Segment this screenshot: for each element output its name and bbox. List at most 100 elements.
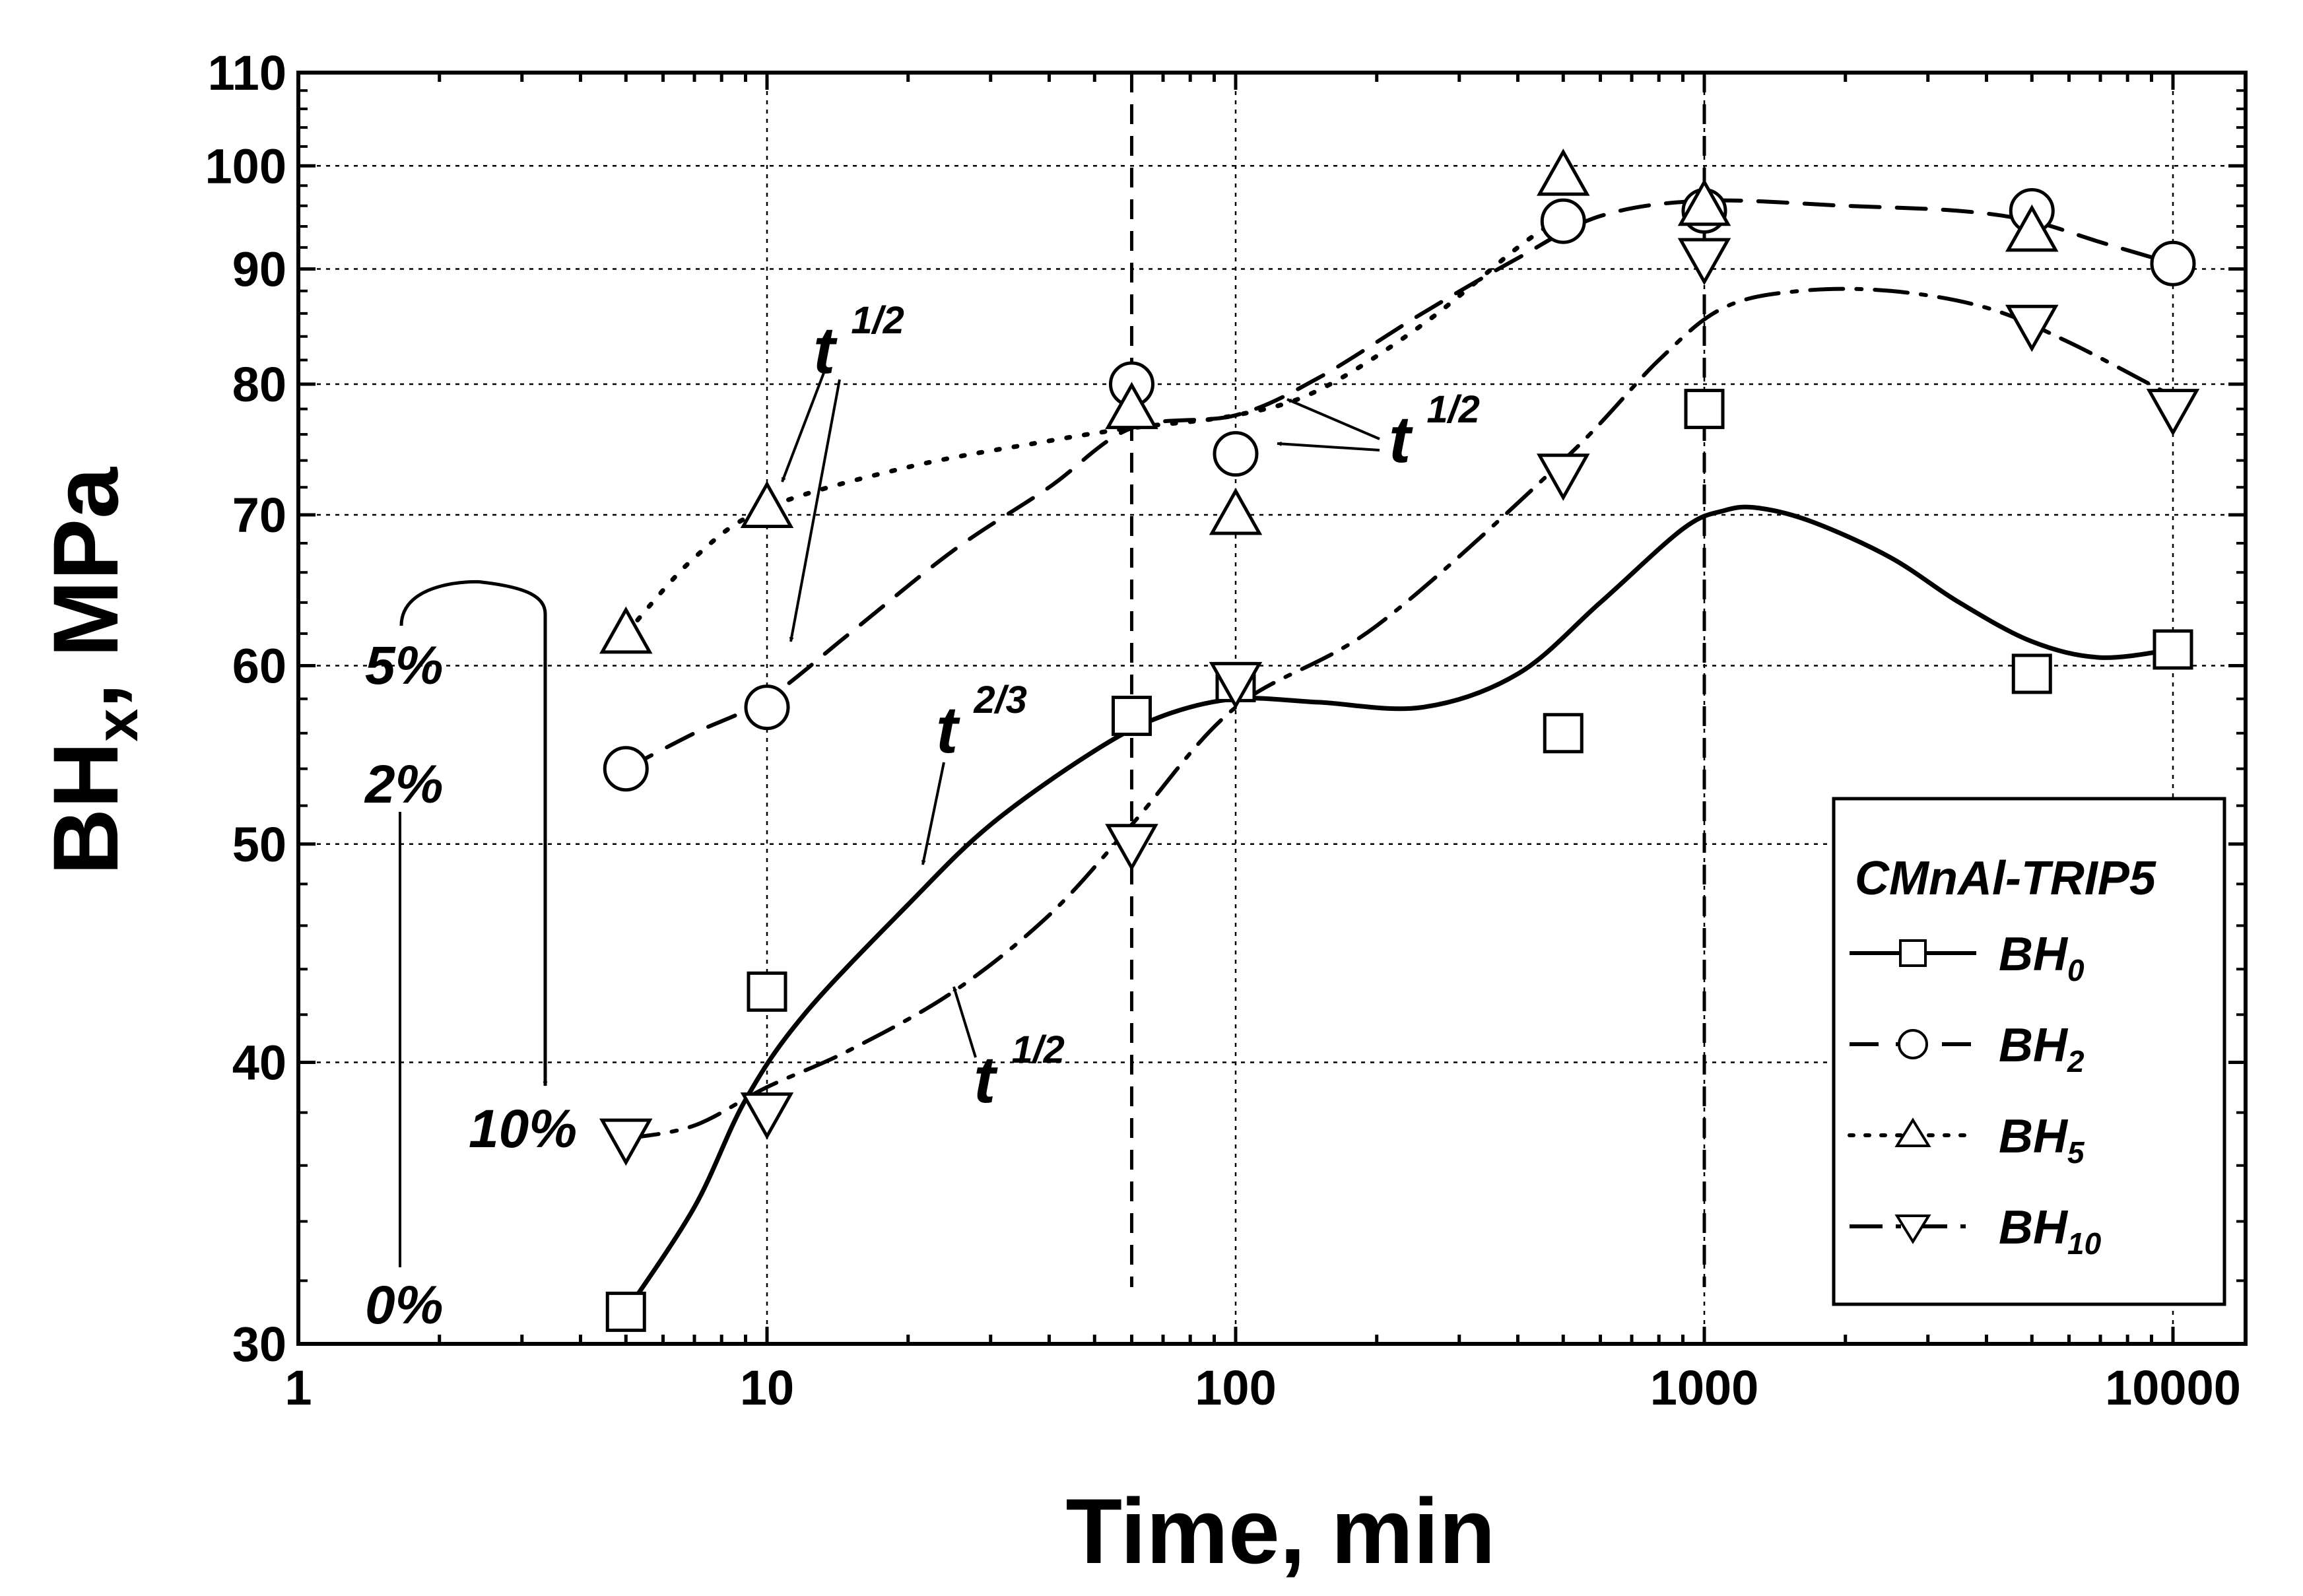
annotation-base: t (1389, 403, 1413, 477)
annotation-arrow (1286, 398, 1380, 440)
prestrain-label-5: 5% (365, 636, 444, 696)
legend-entry-bh5: BH5 (1848, 1110, 2085, 1170)
data-point-bh2 (1213, 431, 1259, 477)
y-tick-label: 30 (232, 1317, 286, 1372)
data-point-bh0 (747, 971, 787, 1012)
y-axis-title: BHx, MPa (34, 467, 150, 875)
data-point-bh0 (1684, 389, 1725, 430)
legend-label: BH (1999, 1110, 2069, 1163)
x-tick-label: 100 (1195, 1360, 1276, 1415)
svg-text:BH2: BH2 (1999, 1019, 2085, 1079)
svg-text:t1/2: t 1/2 (813, 299, 904, 387)
fit-curve-bh10 (624, 286, 2175, 1141)
legend-marker-triangle-up (1894, 1117, 1931, 1147)
data-point-bh5 (740, 481, 794, 528)
legend-marker-circle (1898, 1029, 1928, 1059)
data-point-bh10 (1536, 453, 1590, 501)
legend-label-sub: 10 (2067, 1226, 2102, 1261)
data-point-bh2 (603, 746, 649, 792)
y-axis-title-tail: , MPa (34, 467, 137, 709)
y-tick-label: 90 (232, 242, 286, 296)
fit-curve-bh0 (623, 504, 2176, 1314)
legend-entry-bh0: BH0 (1850, 928, 2085, 987)
data-point-bh2 (2150, 240, 2196, 286)
annotation-exp: 1/2 (851, 299, 904, 342)
svg-text:BHx, MPa: BHx, MPa (34, 467, 150, 875)
axes (296, 71, 2248, 1346)
annotation-t-two-thirds: t 2/3 (921, 679, 1027, 865)
annotation-t-half-bottom: t 1/2 (952, 986, 1065, 1117)
prestrain-label-10: 10% (469, 1099, 577, 1159)
annotation-exp: 2/3 (973, 679, 1027, 721)
data-point-bh10 (599, 1118, 653, 1166)
annotation-base: t (974, 1043, 998, 1117)
data-point-bh10 (740, 1092, 794, 1140)
data-point-bh10 (1105, 824, 1158, 871)
legend-label-sub: 2 (2067, 1044, 2085, 1079)
annotation-arrow (921, 762, 945, 865)
legend-entry-bh2: BH2 (1850, 1019, 2085, 1079)
data-point-bh5 (1105, 382, 1158, 430)
legend-label-sub: 0 (2067, 953, 2085, 987)
y-tick-label: 100 (205, 139, 286, 193)
legend-label: BH (1999, 1019, 2069, 1072)
exponent-annotations: t 1/2 t 1/2 t 2/3 t 1/2 (781, 299, 1480, 1117)
data-point-bh5 (599, 606, 653, 654)
legend-label-sub: 5 (2067, 1135, 2085, 1170)
x-axis-title: Time, min (1066, 1479, 1496, 1583)
y-axis-title-sub: x (84, 709, 150, 742)
data-point-bh10 (2146, 389, 2200, 436)
legend-label: BH (1999, 928, 2069, 981)
y-tick-label: 70 (232, 488, 286, 543)
legend-label: BH (1999, 1201, 2069, 1254)
legend-marker-square (1899, 939, 1927, 967)
y-tick-label: 110 (208, 46, 286, 100)
x-tick-label: 10 (740, 1360, 794, 1415)
grid (298, 73, 2246, 1344)
data-point-bh0 (2011, 653, 2052, 694)
x-tick-label: 1 (284, 1360, 312, 1415)
fit-curve-bh2 (624, 198, 2175, 771)
plot-frame (296, 71, 2248, 1346)
annotation-arrow (1277, 441, 1380, 451)
prestrain-indicator: 5% 2% 10% 0% (364, 580, 577, 1335)
data-points (599, 149, 2200, 1332)
svg-text:BH10: BH10 (1999, 1201, 2102, 1261)
svg-text:t1/2: t 1/2 (1389, 388, 1480, 477)
annotation-base: t (936, 693, 960, 767)
svg-text:BH5: BH5 (1999, 1110, 2085, 1170)
y-tick-label: 80 (232, 357, 286, 412)
data-point-bh0 (1111, 696, 1152, 737)
data-point-bh5 (2005, 204, 2059, 252)
annotation-arrow (781, 372, 825, 482)
data-point-bh10 (1209, 661, 1263, 710)
annotation-exp: 1/2 (1426, 388, 1480, 431)
y-axis-title-main: BH (34, 742, 137, 875)
prestrain-arrow (399, 580, 548, 1086)
data-point-bh2 (744, 684, 790, 731)
y-tick-label: 40 (232, 1036, 286, 1090)
data-point-bh5 (1677, 178, 1731, 226)
legend-title: CMnAl-TRIP5 (1855, 852, 2156, 905)
legend-entry-bh10: BH10 (1850, 1201, 2102, 1261)
svg-text:BH0: BH0 (1999, 928, 2085, 987)
data-point-bh0 (2153, 629, 2193, 670)
annotation-t-half-top: t 1/2 (781, 299, 904, 642)
y-tick-label: 50 (232, 817, 286, 872)
annotation-exp: 1/2 (1011, 1028, 1065, 1071)
prestrain-label-2: 2% (364, 754, 444, 815)
data-point-bh0 (605, 1291, 646, 1332)
data-point-bh0 (1543, 713, 1584, 754)
svg-text:t2/3: t 2/3 (936, 679, 1027, 767)
data-point-bh5 (1209, 487, 1263, 535)
data-point-bh5 (1536, 149, 1590, 196)
annotation-t-half-middle: t 1/2 (1277, 388, 1480, 477)
legend-marker-triangle-down (1894, 1214, 1931, 1244)
svg-text:t1/2: t 1/2 (974, 1028, 1065, 1117)
legend: CMnAl-TRIP5 BH0 BH2 BH5 BH10 (1832, 797, 2226, 1306)
data-point-bh10 (1677, 238, 1731, 286)
data-point-bh2 (1540, 198, 1586, 244)
x-tick-label: 10000 (2105, 1360, 2241, 1415)
